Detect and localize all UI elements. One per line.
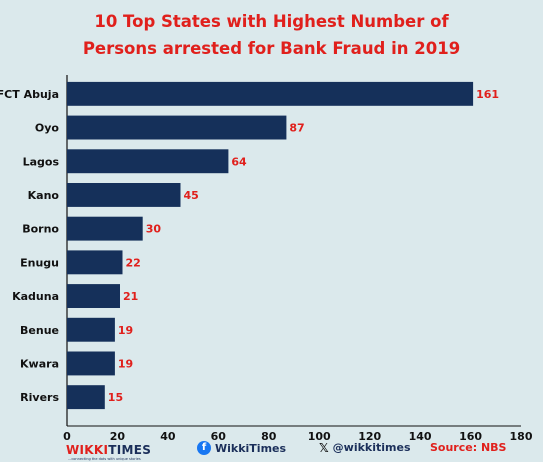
x-tick-label: 160	[459, 430, 482, 443]
brand-suffix: TIMES	[108, 443, 152, 457]
x-tick-label: 40	[160, 430, 176, 443]
x-handle: @wikkitimes	[332, 441, 411, 454]
bar-kano	[67, 183, 181, 207]
value-label: 21	[123, 290, 138, 303]
value-label: 19	[118, 324, 133, 337]
bar-lagos	[67, 149, 229, 174]
facebook-icon: f	[197, 441, 211, 455]
bar-kwara	[67, 351, 115, 376]
category-label: Lagos	[23, 155, 60, 168]
value-label: 19	[118, 358, 133, 371]
bar-fct-abuja	[67, 81, 474, 106]
x-icon: 𝕏	[319, 440, 329, 455]
category-label: Kwara	[20, 358, 59, 371]
category-label: Benue	[20, 324, 59, 337]
x-tick-label: 180	[510, 430, 533, 443]
value-label: 64	[231, 155, 247, 168]
category-label: Oyo	[35, 122, 60, 135]
facebook-handle: WikkiTimes	[215, 441, 287, 455]
value-label: 45	[184, 189, 199, 202]
chart-title-line-2: Persons arrested for Bank Fraud in 2019	[82, 39, 461, 58]
category-label: Kano	[28, 189, 60, 202]
value-label: 161	[476, 88, 499, 101]
x-tick-label: 60	[211, 430, 227, 443]
wikkitimes-logo: WIKKITIMES	[66, 443, 151, 457]
bar-kaduna	[67, 284, 120, 308]
x-tick-label: 80	[261, 430, 277, 443]
bar-oyo	[67, 115, 287, 140]
facebook-handle-group: f WikkiTimes	[197, 441, 286, 455]
category-label: Enugu	[20, 256, 59, 269]
x-tick-label: 140	[409, 430, 432, 443]
bar-enugu	[67, 250, 123, 275]
value-label: 30	[146, 223, 162, 236]
brand-tagline: ...connecting the dots with unique stori…	[68, 457, 141, 461]
category-label: Kaduna	[12, 290, 59, 303]
source-note: Source: NBS	[430, 441, 507, 454]
x-tick-label: 120	[358, 430, 381, 443]
brand-prefix: WIKKI	[66, 443, 109, 457]
value-label: 22	[126, 256, 141, 269]
chart-title: 10 Top States with Highest Number of Per…	[0, 8, 543, 62]
bar-benue	[67, 317, 115, 342]
chart-title-line-1: 10 Top States with Highest Number of	[94, 12, 449, 31]
value-label: 15	[108, 391, 123, 404]
bar-borno	[67, 216, 143, 241]
x-tick-label: 20	[110, 430, 126, 443]
x-tick-label: 0	[63, 430, 71, 443]
category-label: Rivers	[20, 391, 59, 404]
x-tick-label: 100	[308, 430, 331, 443]
x-handle-group: 𝕏 @wikkitimes	[319, 441, 411, 454]
category-label: FCT Abuja	[0, 88, 59, 101]
category-label: Borno	[22, 223, 59, 236]
value-label: 87	[289, 122, 304, 135]
footer: WIKKITIMES ...connecting the dots with u…	[0, 438, 543, 462]
bar-rivers	[67, 385, 105, 410]
